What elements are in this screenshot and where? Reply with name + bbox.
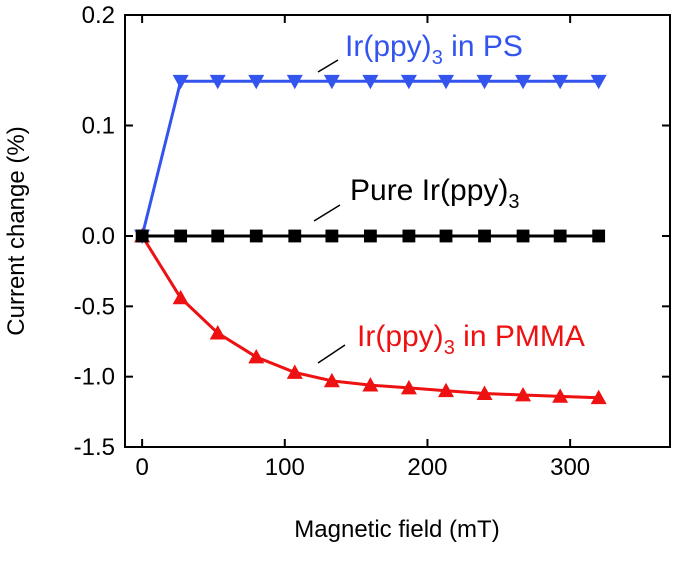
marker — [439, 229, 453, 243]
marker — [590, 389, 607, 405]
marker — [135, 229, 149, 243]
marker — [286, 74, 303, 90]
y-tick-label: 0.2 — [82, 2, 115, 29]
series-label: Pure Ir(ppy)3 — [350, 174, 520, 213]
label-text: Ir(ppy) — [357, 320, 444, 353]
marker — [286, 364, 303, 379]
marker — [363, 229, 377, 243]
label-sub: 3 — [432, 47, 443, 69]
x-tick-label: 100 — [265, 454, 305, 481]
marker — [478, 229, 491, 243]
label-text: Ir(ppy) — [345, 30, 432, 63]
marker — [400, 379, 417, 395]
marker — [515, 386, 532, 402]
series-line — [140, 235, 599, 400]
marker — [288, 229, 302, 243]
arrows — [313, 59, 346, 364]
y-tick-label: -1.0 — [74, 364, 115, 391]
marker — [552, 74, 569, 90]
x-tick-label: 0 — [135, 454, 148, 481]
label-rest: in PS — [443, 30, 523, 63]
marker — [438, 74, 455, 90]
marker — [516, 229, 530, 243]
marker — [209, 74, 226, 90]
marker — [362, 74, 379, 90]
series-label: Ir(ppy)3 in PMMA — [357, 320, 585, 359]
marker — [172, 289, 189, 305]
x-tick-label: 300 — [550, 454, 590, 481]
marker — [402, 229, 416, 243]
x-tick-label: 200 — [407, 454, 447, 481]
marker — [211, 229, 225, 243]
marker — [515, 74, 532, 90]
marker — [552, 388, 569, 403]
series-label: Ir(ppy)3 in PS — [345, 30, 523, 69]
plot-frame — [124, 14, 671, 448]
marker — [476, 385, 493, 400]
y-axis-label: Current change (%) — [3, 126, 30, 335]
y-tick-label: -0.5 — [74, 293, 115, 320]
marker — [249, 229, 263, 243]
label-sub: 3 — [508, 191, 519, 213]
marker — [476, 74, 493, 90]
marker — [362, 377, 379, 392]
marker — [400, 74, 417, 90]
x-axis-label: Magnetic field (mT) — [294, 516, 499, 543]
marker — [325, 229, 339, 243]
marker — [248, 348, 265, 364]
arrow — [313, 204, 341, 222]
marker — [553, 229, 567, 243]
marker — [174, 229, 188, 243]
series-line — [140, 79, 599, 237]
label-rest: in PMMA — [455, 320, 585, 353]
arrow — [317, 59, 339, 73]
marker — [248, 74, 265, 90]
label-text: Pure Ir(ppy) — [350, 174, 508, 207]
marker — [438, 382, 455, 398]
marker — [323, 372, 340, 388]
marker — [592, 229, 606, 243]
label-sub: 3 — [444, 337, 455, 359]
y-tick-label: 0.0 — [82, 223, 115, 250]
marker — [209, 325, 226, 340]
marker — [172, 74, 189, 90]
marker — [590, 74, 607, 90]
arrow — [317, 344, 346, 364]
y-tick-label: -1.5 — [74, 434, 115, 461]
y-tick-label: 0.1 — [82, 113, 115, 140]
marker — [323, 74, 340, 90]
